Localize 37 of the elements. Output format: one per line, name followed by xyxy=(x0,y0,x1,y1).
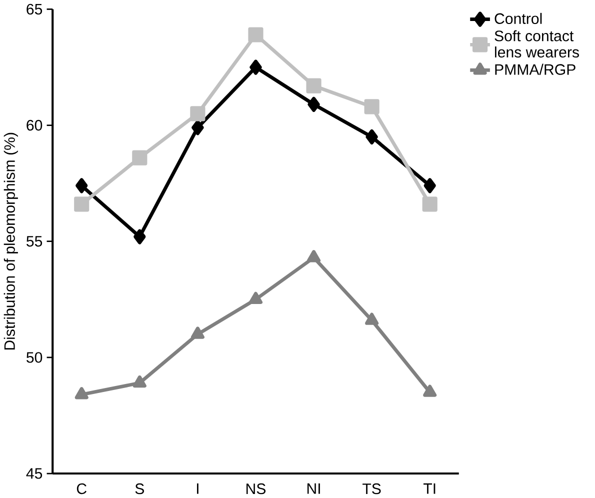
point xyxy=(365,312,379,325)
point xyxy=(190,106,206,122)
point xyxy=(74,387,88,400)
point xyxy=(74,196,90,212)
point xyxy=(132,150,148,166)
point xyxy=(250,60,262,75)
x-tick-label: TI xyxy=(423,483,436,494)
y-tick-label: 50 xyxy=(26,352,42,363)
point xyxy=(364,99,380,114)
y-tick-label: 60 xyxy=(26,120,42,131)
y-axis-title: Distribution of pleomorphism (%) xyxy=(4,132,18,350)
point xyxy=(248,292,262,304)
point xyxy=(307,250,321,262)
x-tick-label: I xyxy=(197,483,198,494)
y-tick-label: 65 xyxy=(26,4,42,15)
x-tick-label: NS xyxy=(246,483,266,494)
x-tick-label: TS xyxy=(362,483,381,494)
point xyxy=(134,229,146,244)
point xyxy=(422,196,438,212)
point xyxy=(366,129,378,144)
point xyxy=(192,120,204,136)
y-tick-label: 55 xyxy=(26,236,42,247)
point xyxy=(308,96,320,112)
legend-label: PMMA/RGP xyxy=(495,64,576,75)
legend-label: Soft contact lens wearers xyxy=(494,30,579,58)
point xyxy=(423,384,437,397)
point xyxy=(306,78,322,94)
point xyxy=(190,326,204,339)
point xyxy=(76,178,88,194)
x-tick-label: NI xyxy=(307,483,320,494)
x-tick-label: S xyxy=(135,483,144,494)
x-tick-label: C xyxy=(76,483,86,494)
legend-label: Control xyxy=(494,12,542,24)
point xyxy=(248,27,264,42)
point xyxy=(424,178,436,194)
point xyxy=(132,375,146,388)
y-tick-label: 45 xyxy=(26,468,42,479)
